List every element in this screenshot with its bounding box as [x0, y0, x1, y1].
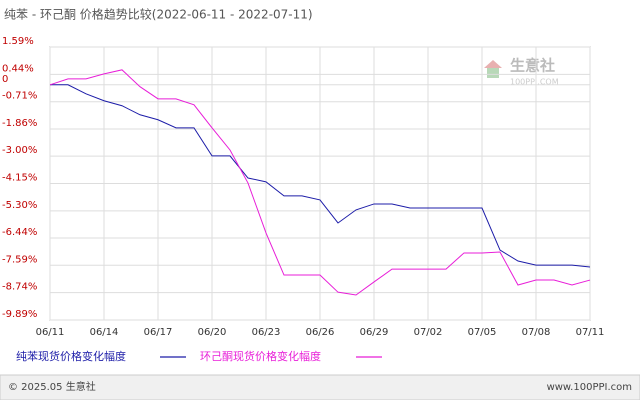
y-tick-label: -8.74% — [2, 282, 37, 293]
footer-copyright: © 2025.05 生意社 — [8, 380, 96, 393]
x-tick-label: 07/11 — [576, 327, 605, 338]
watermark-icon — [484, 60, 502, 68]
x-tick-label: 06/23 — [252, 327, 281, 338]
y-tick-label: -7.59% — [2, 254, 37, 265]
y-tick-label: -6.44% — [2, 227, 37, 238]
chart-title: 纯苯 - 环己酮 价格趋势比较(2022-06-11 - 2022-07-11) — [4, 7, 313, 22]
watermark-name: 生意社 — [510, 57, 555, 75]
series-line — [50, 84, 591, 268]
watermark-url: 100PPI.COM — [510, 78, 559, 87]
y-tick-label: -3.00% — [2, 145, 37, 156]
x-tick-label: 07/02 — [414, 327, 443, 338]
footer-bar — [0, 374, 640, 400]
x-tick-label: 07/05 — [468, 327, 497, 338]
y-tick-label: 0.44% — [2, 63, 34, 74]
watermark-icon — [487, 68, 499, 78]
x-tick-label: 06/17 — [144, 327, 173, 338]
legend-label: 纯苯现货价格变化幅度 — [16, 349, 126, 363]
x-tick-label: 06/11 — [36, 327, 65, 338]
legend-label: 环己酮现货价格变化幅度 — [200, 349, 321, 363]
watermark: 生意社 100PPI.COM — [484, 57, 559, 87]
y-tick-label: -9.89% — [2, 309, 37, 320]
footer-site: www.100PPI.com — [547, 382, 632, 393]
y-tick-label: -1.86% — [2, 118, 37, 129]
y-tick-label: 0 — [2, 74, 8, 85]
y-tick-label: 1.59% — [2, 36, 34, 47]
x-tick-label: 06/26 — [306, 327, 335, 338]
y-tick-label: -4.15% — [2, 173, 37, 184]
x-tick-label: 07/08 — [522, 327, 551, 338]
x-tick-label: 06/29 — [360, 327, 389, 338]
y-tick-label: -0.71% — [2, 91, 37, 102]
y-tick-label: -5.30% — [2, 200, 37, 211]
series-line — [49, 69, 591, 296]
x-tick-label: 06/14 — [90, 327, 119, 338]
x-tick-label: 06/20 — [198, 327, 227, 338]
